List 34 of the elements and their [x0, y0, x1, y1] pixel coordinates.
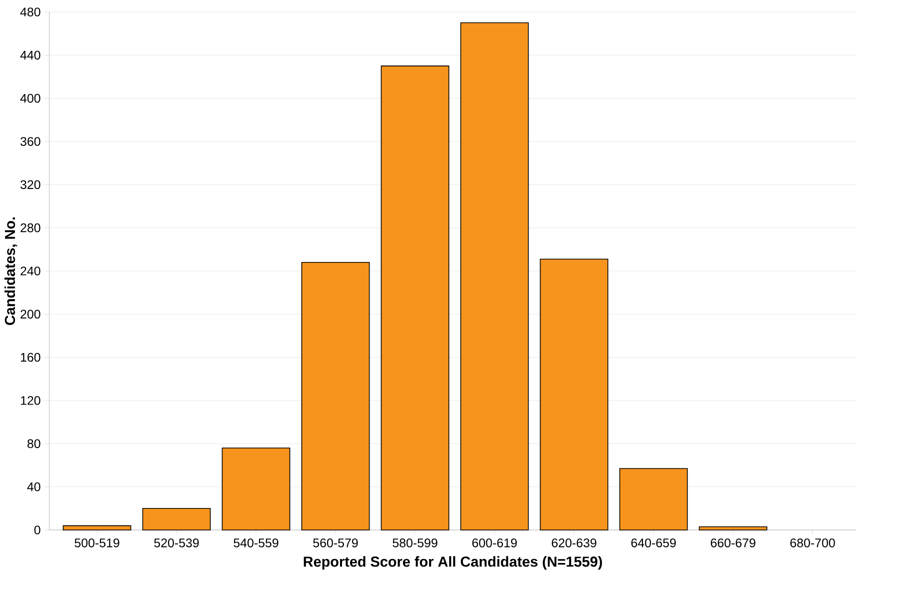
y-tick-label: 240 [20, 266, 40, 276]
bar [301, 262, 370, 530]
y-tick-label: 280 [20, 223, 40, 232]
bar [142, 508, 211, 530]
x-tick-label: 660-679 [710, 538, 756, 548]
bar [460, 22, 529, 530]
x-tick-label: 540-559 [234, 538, 278, 548]
y-tick-label: 440 [20, 50, 40, 60]
y-tick-label: 0 [34, 526, 40, 534]
x-tick-label: 580-599 [392, 538, 438, 548]
bar [222, 448, 290, 530]
x-tick-label: 680-700 [790, 538, 835, 548]
bar [698, 526, 768, 530]
bar [62, 525, 132, 530]
y-tick-label: 360 [20, 137, 40, 146]
y-tick-label: 400 [20, 94, 40, 103]
x-tick-label: 520-539 [154, 538, 199, 548]
bar [380, 66, 450, 530]
y-tick-label: 480 [20, 8, 40, 16]
bar [540, 258, 608, 530]
x-tick-label: 500-519 [74, 538, 120, 548]
x-axis-title: Reported Score for All Candidates (N=1559) [304, 556, 602, 570]
x-tick-label: 600-619 [472, 538, 517, 548]
y-tick-label: 80 [27, 439, 40, 448]
y-tick-label: 200 [20, 310, 40, 319]
y-tick-label: 160 [20, 352, 40, 362]
y-tick-label: 120 [20, 396, 40, 405]
x-tick-label: 640-659 [631, 538, 676, 548]
bar [619, 468, 688, 530]
y-axis-title: Candidates, No. [4, 217, 18, 325]
x-tick-label: 560-579 [313, 538, 358, 548]
x-tick-label: 620-639 [552, 538, 596, 548]
y-tick-label: 40 [27, 482, 40, 492]
y-tick-label: 320 [20, 180, 40, 190]
